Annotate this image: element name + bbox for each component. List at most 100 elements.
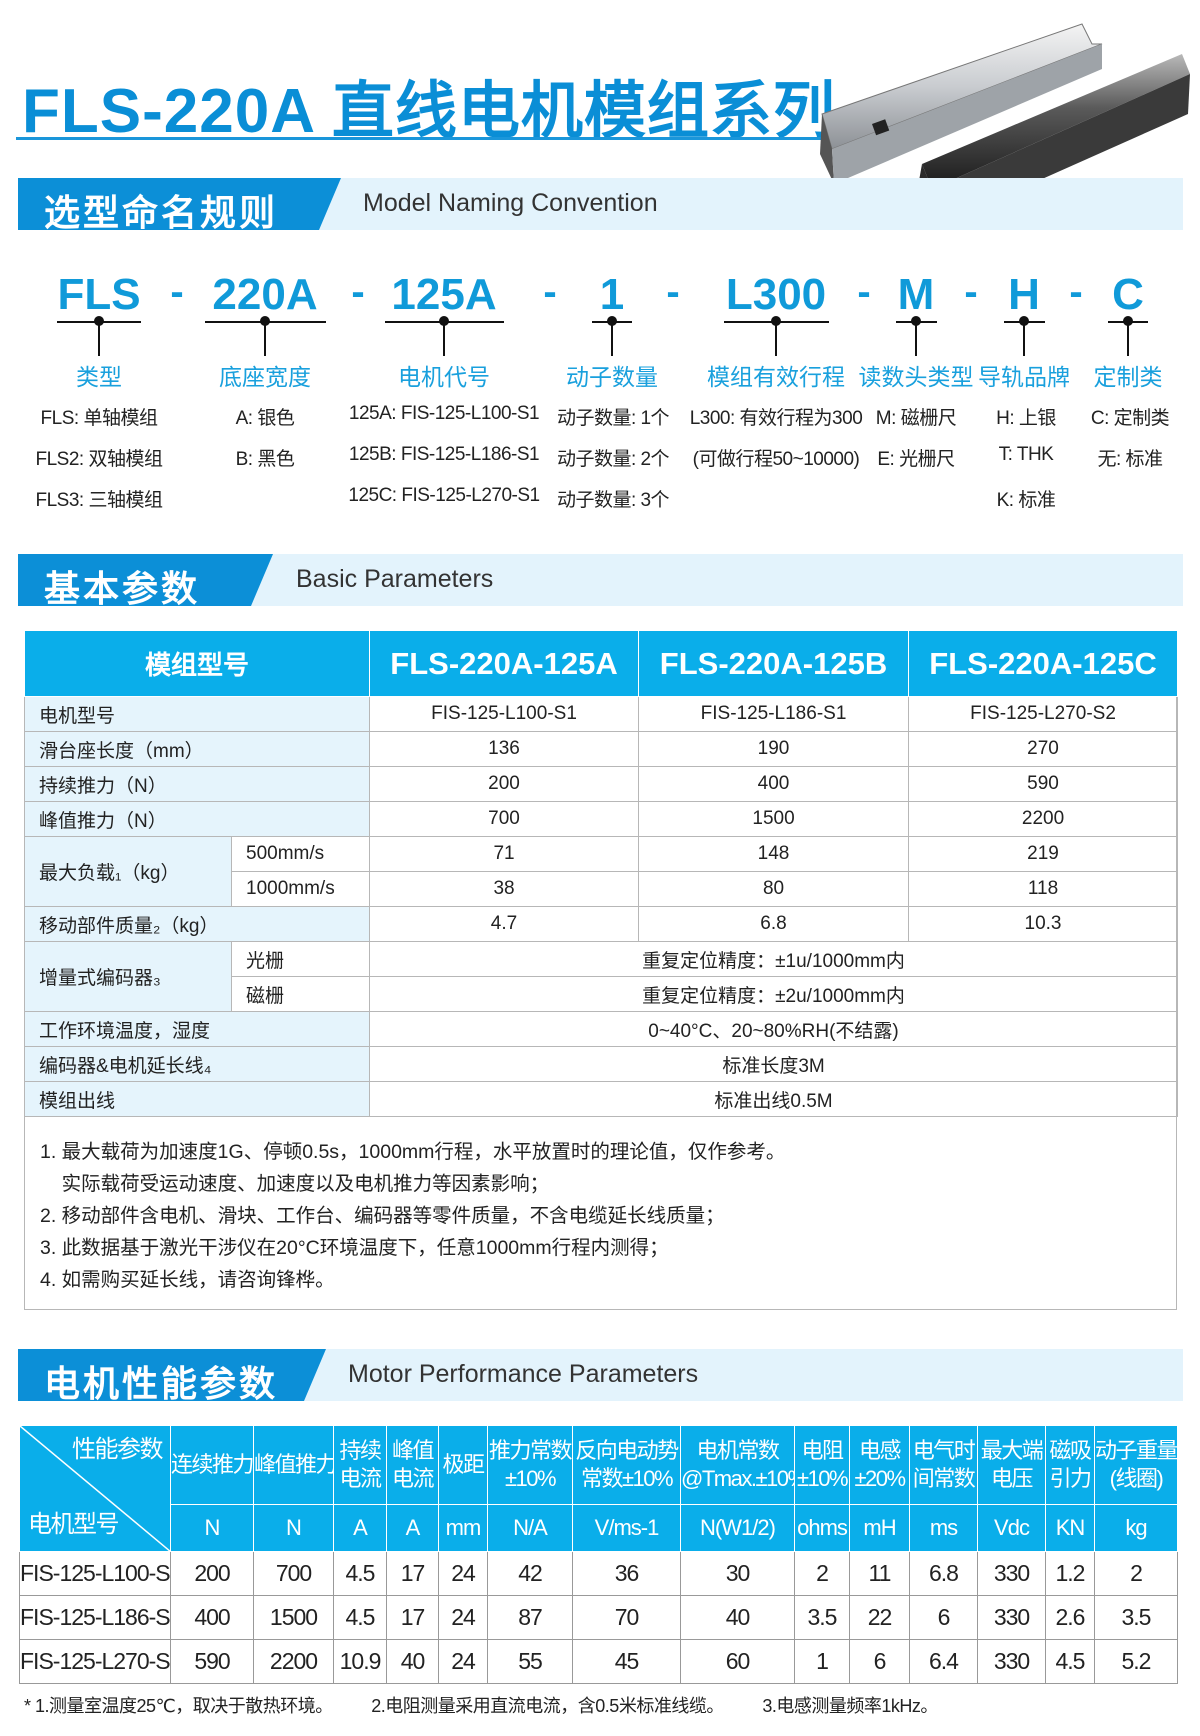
cell: 10.3 xyxy=(908,906,1179,942)
cell: 1500 xyxy=(638,801,910,837)
table-row: FIS-125-L100-S1 200 700 4.5 17 24 42 36 30 2 11 6.8… xyxy=(19,1551,1178,1596)
table-row: 增量式编码器₃ 光栅 重复定位精度：±1u/1000mm内 xyxy=(24,941,1179,1012)
option: 动子数量: 3个 xyxy=(556,490,670,511)
label-custom: 定制类 xyxy=(1093,364,1163,390)
header-cell: FLS-220A-125C xyxy=(908,630,1179,697)
header-line: 反向电动势 xyxy=(575,1438,679,1463)
option: FLS2: 双轴模组 xyxy=(35,449,163,470)
cell: 标准出线0.5M xyxy=(369,1081,1179,1117)
row-label: 滑台座长度（mm） xyxy=(23,731,371,767)
separator: - xyxy=(666,270,680,314)
cell: 42 xyxy=(487,1551,573,1596)
header-line: 磁吸 xyxy=(1049,1438,1092,1463)
cell: 80 xyxy=(638,871,910,907)
separator: - xyxy=(170,270,184,314)
sub-label: 500mm/s xyxy=(230,836,371,872)
option: M: 磁栅尺 xyxy=(875,408,957,429)
header-line: 极距 xyxy=(442,1452,485,1477)
row-label: 工作环境温度，湿度 xyxy=(23,1011,371,1047)
code-type: FLS xyxy=(57,270,141,319)
note: 2. 移动部件含电机、滑块、工作台、编码器等零件质量，不含电缆延长线质量； xyxy=(40,1205,725,1227)
code-custom: C xyxy=(1112,270,1144,319)
cell: 24 xyxy=(438,1595,488,1640)
option: FLS3: 三轴模组 xyxy=(35,490,163,511)
table-row: 峰值推力（N） 700 1500 2200 xyxy=(23,801,1179,837)
cell: 4.5 xyxy=(333,1551,387,1596)
table-row: FIS-125-L186-S1 400 1500 4.5 17 24 87 70 40 3.5 22… xyxy=(19,1595,1178,1640)
cell: 71 xyxy=(369,836,640,872)
option: 125C: FIS-125-L270-S1 xyxy=(348,485,540,506)
header-cell: 连续推力 xyxy=(170,1425,254,1505)
connector-vline xyxy=(1127,321,1129,356)
cell: 55 xyxy=(487,1639,573,1684)
connector-vline xyxy=(775,321,777,356)
table-row: 最大负载₁（kg） 500mm/s 71 148 219 xyxy=(24,836,1179,907)
cell: 30 xyxy=(680,1551,795,1596)
unit-cell: kg xyxy=(1094,1504,1178,1552)
cell: 70 xyxy=(572,1595,681,1640)
cell: FIS-125-L186-S1 xyxy=(638,696,910,732)
connector-dot xyxy=(1123,316,1133,326)
table-header-row: 性能参数 电机型号 连续推力 峰值推力 持续 电流 峰值 电流 极距 推力常数 ±10% 反向电动势常… xyxy=(19,1425,1178,1552)
unit-cell: N xyxy=(253,1504,334,1552)
cell: 38 xyxy=(369,871,640,907)
cell: 17 xyxy=(386,1595,439,1640)
footnote-item: 2.电阻测量采用直流电流，含0.5米标准线缆。 xyxy=(371,1696,724,1716)
cell: 10.9 xyxy=(333,1639,387,1684)
cell: 700 xyxy=(253,1551,334,1596)
table-row: 持续推力（N） 200 400 590 xyxy=(23,766,1179,802)
unit-cell: ohms xyxy=(794,1504,850,1552)
code-mover-count: 1 xyxy=(599,270,625,319)
unit-cell: mm xyxy=(438,1504,488,1552)
header-line: 峰值推力 xyxy=(254,1452,334,1477)
note: 3. 此数据基于激光干涉仪在20°C环境温度下，任意1000mm行程内测得； xyxy=(40,1237,669,1259)
cell: 330 xyxy=(977,1595,1046,1640)
notes: 1. 最大载荷为加速度1G、停顿0.5s，1000mm行程，水平放置时的理论值，… xyxy=(40,1136,785,1296)
cell: 60 xyxy=(680,1639,795,1684)
row-label: 最大负载₁（kg） xyxy=(24,836,232,907)
cell: 36 xyxy=(572,1551,681,1596)
cell: 700 xyxy=(369,801,640,837)
cell: 87 xyxy=(487,1595,573,1640)
option: H: 上银 xyxy=(996,408,1056,429)
header-cell: 持续 电流 xyxy=(333,1425,387,1505)
header-line: 最大端 xyxy=(980,1438,1044,1463)
option: 无: 标准 xyxy=(1097,449,1163,470)
label-readhead: 读数头类型 xyxy=(858,364,974,390)
cell: 118 xyxy=(908,871,1179,907)
header-cell: 电机常数 @Tmax.±10% xyxy=(680,1425,795,1505)
option: A: 银色 xyxy=(235,408,295,429)
separator: - xyxy=(351,270,365,314)
header-line: ±20% xyxy=(854,1466,906,1491)
sub-label: 磁栅 xyxy=(230,976,371,1012)
connector-vline xyxy=(98,321,100,356)
row-label: 电机型号 xyxy=(23,696,371,732)
table-row: 磁栅 重复定位精度：±2u/1000mm内 xyxy=(25,976,1179,1012)
header-line: ±10% xyxy=(796,1466,849,1491)
model-cell: FIS-125-L100-S1 xyxy=(19,1551,171,1596)
note: 1. 最大载荷为加速度1G、停顿0.5s，1000mm行程，水平放置时的理论值，… xyxy=(40,1141,786,1163)
corner-bottom-label: 电机型号 xyxy=(28,1511,120,1538)
motor-performance-table: 性能参数 电机型号 连续推力 峰值推力 持续 电流 峰值 电流 极距 推力常数 ±10% 反向电动势常… xyxy=(19,1425,1178,1684)
code-base-width: 220A xyxy=(212,270,318,319)
cell: 400 xyxy=(638,766,910,802)
header-cell: FLS-220A-125A xyxy=(369,630,640,697)
cell: 11 xyxy=(849,1551,910,1596)
cell: 4.5 xyxy=(1045,1639,1095,1684)
cell: 270 xyxy=(908,731,1179,767)
header-cell: 反向电动势 常数±10% xyxy=(572,1425,681,1505)
header-line: 电压 xyxy=(990,1466,1034,1491)
unit-cell: N xyxy=(170,1504,254,1552)
header-cell: 磁吸 引力 xyxy=(1045,1425,1095,1505)
connector-dot xyxy=(607,316,617,326)
header-cell: 动子重量 (线圈) xyxy=(1094,1425,1178,1505)
label-mover-count: 动子数量 xyxy=(566,364,658,390)
code-stroke: L300 xyxy=(725,270,827,319)
footnote: * 1.测量室温度25℃，取决于散热环境。 2.电阻测量采用直流电流，含0.5米… xyxy=(24,1692,972,1718)
cell: 200 xyxy=(369,766,640,802)
cell: 6.8 xyxy=(909,1551,978,1596)
header-line: 电气时 xyxy=(912,1438,976,1463)
unit-cell: N/A xyxy=(487,1504,573,1552)
header-cell: 极距 xyxy=(438,1425,488,1505)
footnote-item: * 1.测量室温度25℃，取决于散热环境。 xyxy=(24,1696,333,1716)
